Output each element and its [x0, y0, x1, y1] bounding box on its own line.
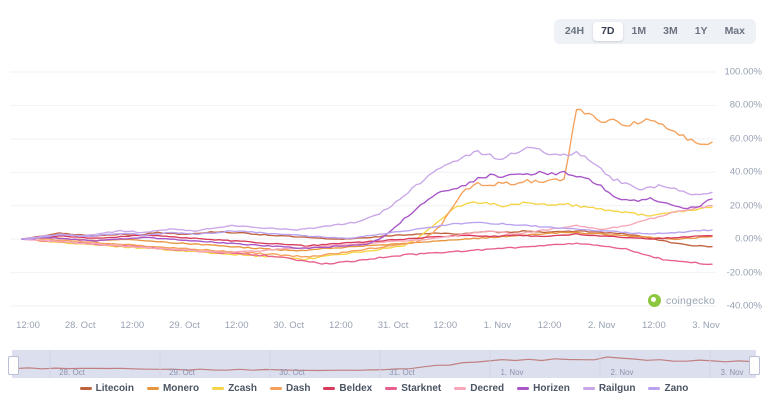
- navigator-tick-label: 3. Nov: [720, 368, 744, 377]
- x-axis-labels: 12:00 28. Oct 12:00 29. Oct 12:00 30. Oct 12:0…: [0, 318, 768, 336]
- legend-item-dash[interactable]: Dash: [269, 383, 311, 394]
- x-axis-tick-label: 12:00: [224, 320, 249, 331]
- legend-item-horizen[interactable]: Horizen: [517, 383, 570, 394]
- x-axis-tick-label: 28. Oct: [64, 320, 96, 331]
- series-line-decred: [21, 205, 713, 254]
- legend-swatch-litecoin: [79, 387, 92, 390]
- x-axis-tick-label: 12:00: [329, 320, 353, 331]
- x-axis-tick-label: 12:00: [641, 320, 666, 331]
- legend-label: Dash: [285, 383, 311, 394]
- series-line-beldex: [21, 232, 713, 248]
- range-button-7d[interactable]: 7D: [593, 22, 623, 41]
- x-axis-tick-label: 31. Oct: [377, 320, 409, 331]
- legend-label: Decred: [470, 383, 505, 394]
- legend-swatch-monero: [146, 387, 159, 390]
- legend-item-starknet[interactable]: Starknet: [385, 383, 441, 394]
- range-button-max[interactable]: Max: [717, 22, 753, 41]
- range-button-1m[interactable]: 1M: [624, 22, 655, 41]
- navigator-line: [15, 356, 753, 372]
- legend-label: Monero: [162, 383, 200, 394]
- legend-swatch-decred: [454, 387, 467, 390]
- legend-item-monero[interactable]: Monero: [146, 383, 200, 394]
- series-line-zcash: [21, 201, 713, 261]
- legend-label: Zcash: [228, 383, 257, 394]
- navigator-sparkline: [15, 350, 753, 378]
- range-button-1y[interactable]: 1Y: [687, 22, 716, 41]
- legend-swatch-zano: [648, 387, 661, 390]
- legend-item-litecoin[interactable]: Litecoin: [79, 383, 134, 394]
- watermark-label: coingecko: [666, 294, 716, 307]
- legend-item-railgun[interactable]: Railgun: [582, 383, 636, 394]
- chart-lines-svg: [10, 71, 716, 307]
- legend-swatch-beldex: [323, 387, 336, 390]
- legend-label: Horizen: [533, 383, 570, 394]
- chart-plot-area[interactable]: [0, 60, 768, 318]
- series-line-horizen: [21, 170, 713, 250]
- navigator-handle-left[interactable]: [8, 356, 19, 375]
- x-axis-tick-label: 12:00: [120, 320, 145, 331]
- chart-legend[interactable]: Litecoin Monero Zcash Dash Beldex Starknet Dec…: [0, 383, 768, 394]
- series-line-railgun: [21, 146, 713, 240]
- legend-swatch-dash: [269, 387, 282, 390]
- navigator-tick-label: 28. Oct: [59, 368, 85, 377]
- legend-swatch-horizen: [517, 387, 530, 390]
- legend-item-decred[interactable]: Decred: [454, 383, 504, 394]
- navigator-tick-label: 30. Oct: [279, 368, 305, 377]
- legend-swatch-railgun: [582, 387, 595, 390]
- legend-label: Litecoin: [95, 383, 134, 394]
- x-axis-tick-label: 12:00: [16, 320, 40, 331]
- series-line-zano: [21, 221, 713, 240]
- legend-item-zcash[interactable]: Zcash: [212, 383, 257, 394]
- navigator-track[interactable]: 28. Oct 29. Oct 30. Oct 31. Oct 1. Nov 2. Nov…: [12, 350, 756, 378]
- x-axis-tick-label: 1. Nov: [483, 320, 512, 331]
- time-range-selector[interactable]: 24H 7D 1M 3M 1Y Max: [553, 19, 756, 44]
- legend-swatch-starknet: [385, 387, 398, 390]
- chart-range-navigator[interactable]: 28. Oct 29. Oct 30. Oct 31. Oct 1. Nov 2. Nov…: [8, 350, 760, 378]
- x-axis-tick-label: 2. Nov: [587, 320, 616, 331]
- x-axis-tick-label: 29. Oct: [169, 320, 200, 331]
- legend-swatch-zcash: [212, 387, 225, 390]
- navigator-tick-label: 1. Nov: [500, 368, 524, 377]
- legend-item-zano[interactable]: Zano: [648, 383, 688, 394]
- range-button-24h[interactable]: 24H: [557, 22, 592, 41]
- series-line-dash: [21, 108, 713, 258]
- x-axis-tick-label: 12:00: [433, 320, 458, 331]
- legend-label: Beldex: [339, 383, 373, 394]
- navigator-tick-label: 2. Nov: [610, 368, 634, 377]
- legend-item-beldex[interactable]: Beldex: [323, 383, 372, 394]
- navigator-tick-label: 31. Oct: [389, 368, 415, 377]
- navigator-tick-label: 29. Oct: [169, 368, 195, 377]
- legend-label: Starknet: [401, 383, 442, 394]
- navigator-handle-right[interactable]: [749, 356, 760, 375]
- legend-label: Railgun: [598, 383, 636, 394]
- x-axis-tick-label: 30. Oct: [273, 320, 305, 331]
- legend-label: Zano: [664, 383, 689, 394]
- x-axis-tick-label: 3. Nov: [692, 320, 720, 331]
- gecko-logo-icon: [648, 294, 661, 307]
- range-button-3m[interactable]: 3M: [655, 22, 686, 41]
- x-axis-tick-label: 12:00: [537, 320, 562, 331]
- series-line-monero: [21, 231, 713, 252]
- coingecko-watermark: coingecko: [648, 294, 715, 307]
